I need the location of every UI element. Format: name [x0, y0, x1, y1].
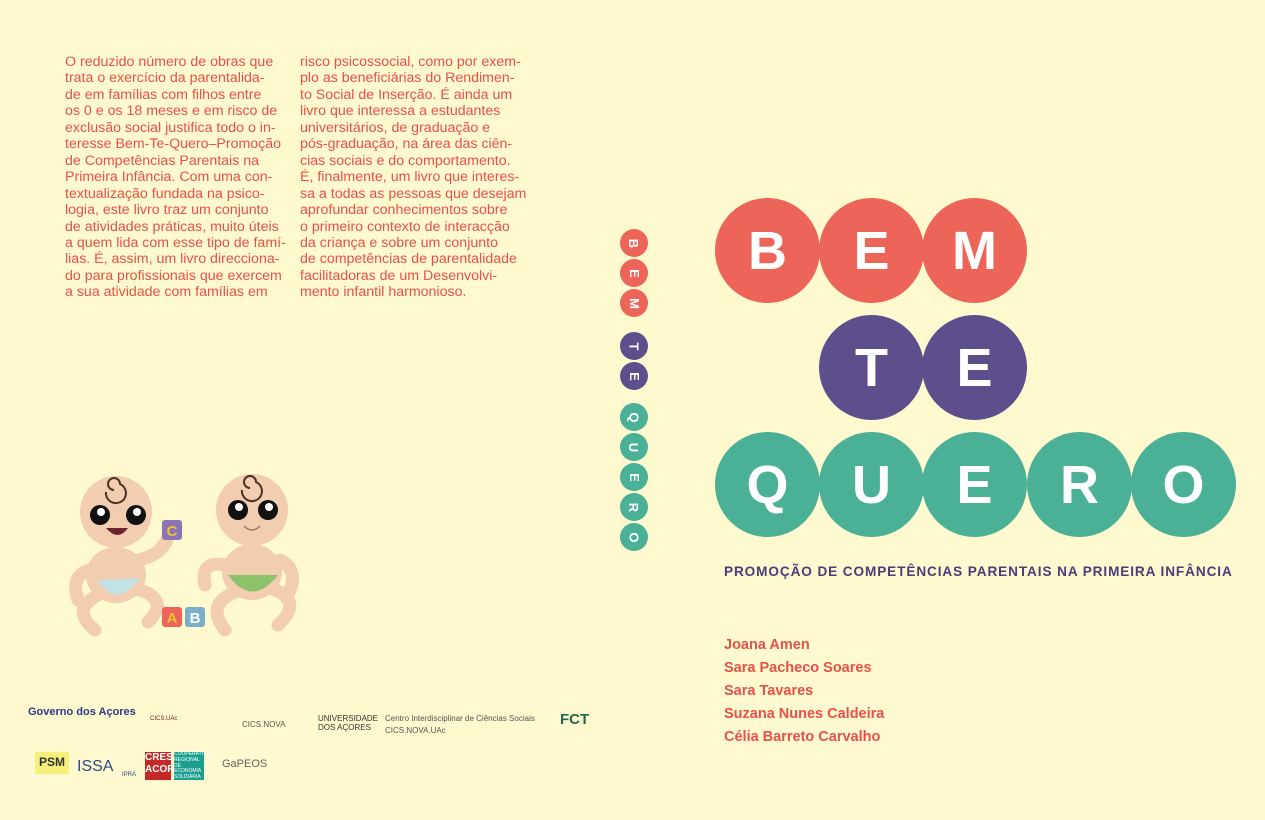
spine-letter: U	[626, 442, 642, 452]
text-line: mento infantil harmonioso.	[300, 284, 467, 301]
spine-letter: T	[626, 342, 642, 350]
spine-letter-circle: E	[620, 362, 648, 390]
title-letter-circle: E	[922, 432, 1027, 537]
title-letter-circle: E	[819, 198, 924, 303]
title-letter-circle: M	[922, 198, 1027, 303]
logo-8: ISSA	[77, 758, 114, 775]
text-line: o primeiro contexto de interacção	[300, 218, 510, 235]
cover-subtitle: PROMOÇÃO DE COMPETÊNCIAS PARENTAIS NA PR…	[724, 564, 1233, 579]
logo-12: GaPEOS	[222, 758, 268, 770]
text-line: de Competências Parentais na	[65, 152, 260, 169]
logo-3: UNIVERSIDADE DOS AÇORES	[318, 714, 379, 733]
block-c: C	[167, 523, 178, 540]
text-line: universitários, de graduação e	[300, 119, 491, 136]
babies-illustration: C A B	[69, 474, 299, 637]
text-line: da criança e sobre um conjunto	[300, 234, 498, 251]
text-line: É, finalmente, um livro que interes-	[300, 169, 520, 186]
text-line: livro que interessa a estudantes	[300, 103, 501, 120]
text-line: de competências de parentalidade	[300, 251, 517, 268]
author-name: Sara Pacheco Soares	[724, 660, 872, 676]
text-line: plo as beneficiárias do Rendimen-	[300, 70, 515, 87]
title-letter-circle: U	[819, 432, 924, 537]
title-letter-circle: T	[819, 315, 924, 420]
title-letter-circle: O	[1131, 432, 1236, 537]
text-line: os 0 e os 18 meses e em risco de	[65, 103, 278, 120]
author-name: Joana Amen	[724, 637, 810, 653]
title-letter-circle: Q	[715, 432, 820, 537]
text-line: exclusão social justifica todo o in-	[65, 119, 276, 136]
spine-letter-circle: Q	[620, 403, 648, 431]
title-letter-circle: B	[715, 198, 820, 303]
text-line: logia, este livro traz um conjunto	[65, 202, 269, 219]
spine-letter: M	[626, 297, 642, 309]
spine-letter-circle: R	[620, 493, 648, 521]
text-line: de em famílias com filhos entre	[65, 86, 262, 103]
text-line: a sua atividade com famílias em	[65, 284, 268, 301]
block-b: B	[190, 610, 201, 627]
back-cover-text-left: O reduzido número de obras que trata o ex…	[65, 54, 295, 301]
spine-letter-circle: T	[620, 332, 648, 360]
spine-letter: O	[626, 531, 642, 543]
logo-1: CICS.UAc	[150, 716, 178, 722]
spine-letter-circle: M	[620, 289, 648, 317]
spine-letter: E	[626, 268, 642, 278]
logo-10: CRES ACOR	[145, 752, 174, 780]
spine-letter: B	[626, 238, 642, 248]
text-line: de atividades práticas, muito úteis	[65, 218, 279, 235]
spine-letter-circle: U	[620, 433, 648, 461]
spine-letter-circle: E	[620, 259, 648, 287]
spine-letter: E	[626, 472, 642, 482]
author-name: Suzana Nunes Caldeira	[724, 706, 885, 722]
author-name: Sara Tavares	[724, 683, 814, 699]
spine-letter: E	[626, 371, 642, 381]
text-line: cias sociais e do comportamento.	[300, 152, 511, 169]
text-line: O reduzido número de obras que	[65, 54, 274, 70]
text-line: to Social de Inserção. É ainda um	[300, 86, 513, 103]
logo-4: Centro Interdisciplinar de Ciências Soci…	[385, 714, 535, 723]
title-letter-circle: E	[922, 315, 1027, 420]
author-name: Célia Barreto Carvalho	[724, 729, 881, 745]
text-line: do para profissionais que exercem	[65, 267, 282, 284]
logo-5: CICS.NOVA.UAc	[385, 726, 446, 735]
logo-7: PSM	[35, 752, 70, 774]
spine-letter-circle: O	[620, 523, 648, 551]
title-letter-circle: R	[1027, 432, 1132, 537]
text-line: aprofundar conhecimentos sobre	[300, 202, 508, 219]
spine-letter-circle: E	[620, 463, 648, 491]
text-line: facilitadoras de um Desenvolvi-	[300, 267, 498, 284]
text-line: a quem lida com esse tipo de famí-	[65, 234, 286, 251]
logo-0: Governo dos Açores	[28, 706, 136, 718]
spine-letter: R	[626, 502, 642, 512]
logo-2: CICS.NOVA	[242, 720, 286, 729]
logo-6: FCT	[560, 711, 590, 728]
text-line: lias. É, assim, um livro direcciona-	[65, 251, 280, 268]
text-line: textualização fundada na psico-	[65, 185, 265, 202]
spine-letter-circle: B	[620, 229, 648, 257]
logo-9: IPRA	[122, 772, 137, 778]
text-line: teresse Bem-Te-Quero–Promoção	[65, 136, 282, 153]
text-line: trata o exercício da parentalida-	[65, 70, 265, 87]
text-line: risco psicossocial, como por exem-	[300, 54, 521, 70]
text-line: sa a todas as pessoas que desejam	[300, 185, 527, 202]
block-a: A	[167, 610, 178, 627]
logo-11: COOPERATIVA REGIONAL DE ECONOMIA SOLIDÁR…	[174, 751, 210, 780]
spine-letter: Q	[626, 411, 642, 423]
back-cover-text-right: risco psicossocial, como por exem-plo as…	[300, 54, 530, 301]
text-line: pós-graduação, na área das ciên-	[300, 136, 513, 153]
text-line: Primeira Infância. Com uma con-	[65, 169, 273, 186]
